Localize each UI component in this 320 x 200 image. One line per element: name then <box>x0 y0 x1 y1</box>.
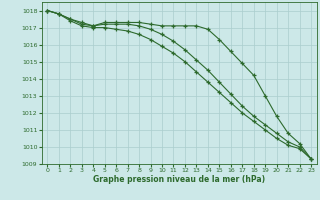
X-axis label: Graphe pression niveau de la mer (hPa): Graphe pression niveau de la mer (hPa) <box>93 175 265 184</box>
